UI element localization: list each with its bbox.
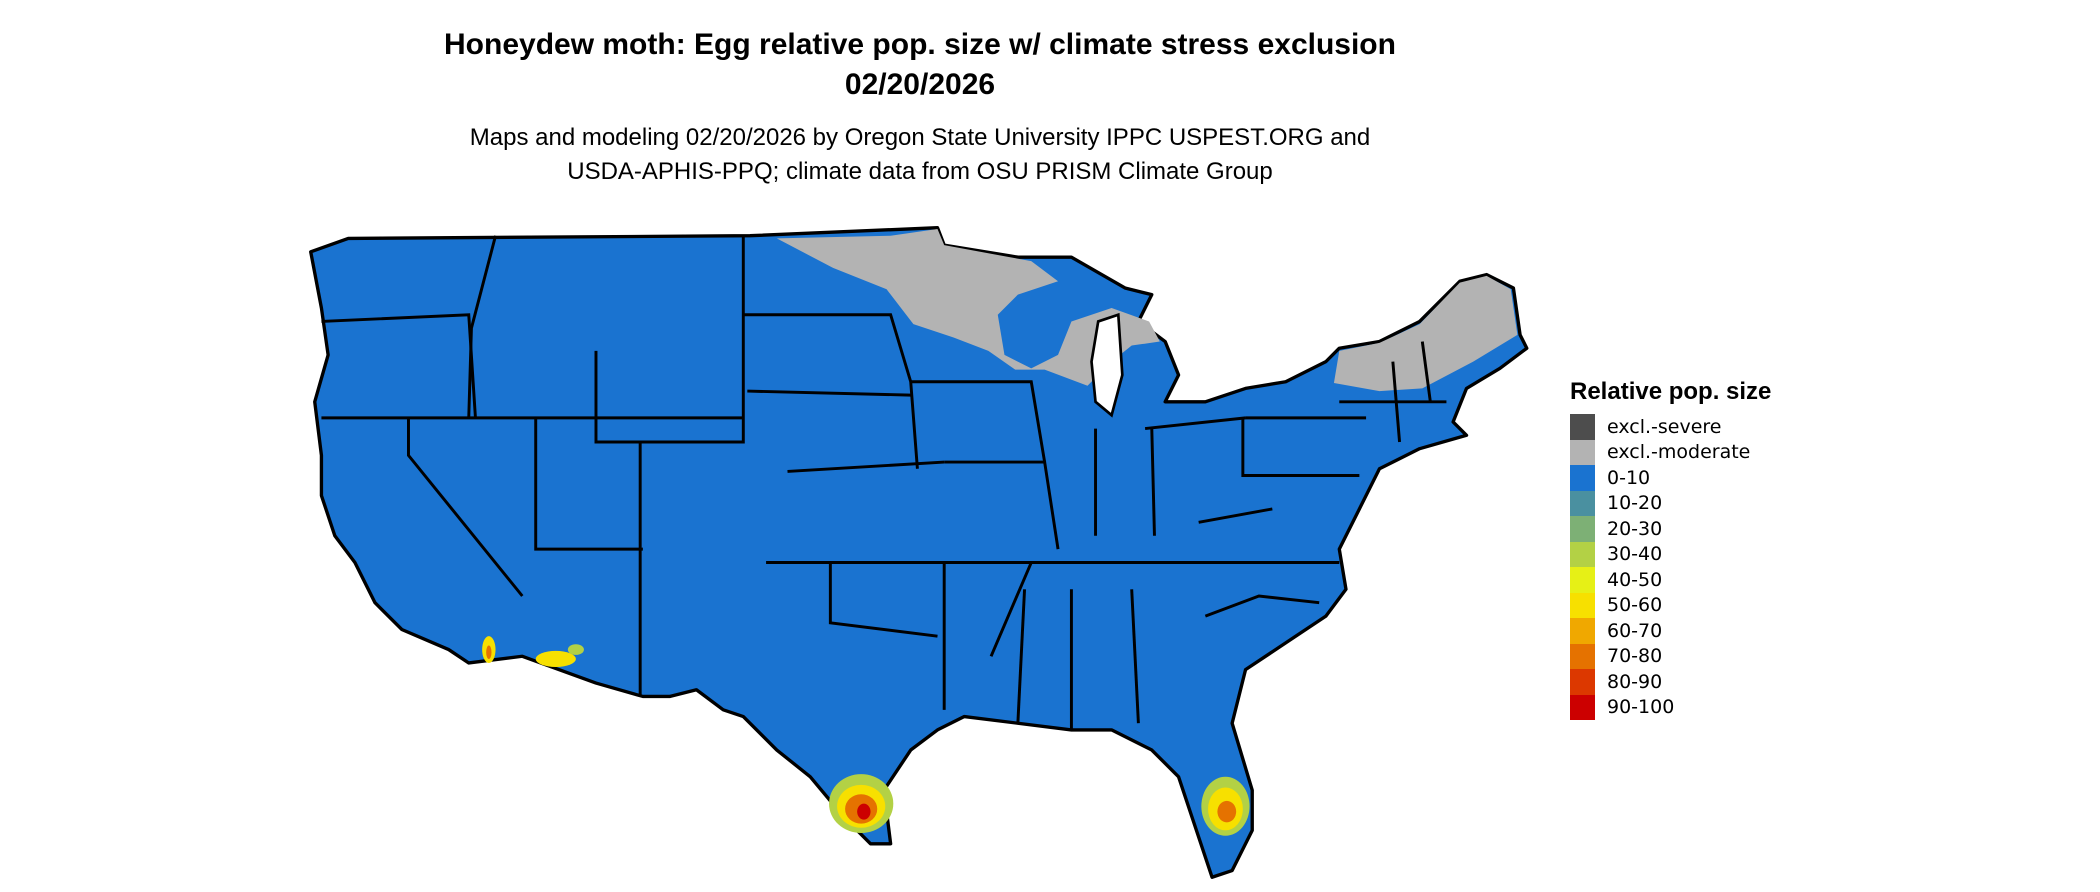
subtitle-line-1: Maps and modeling 02/20/2026 by Oregon S… [469, 124, 1371, 151]
legend-label: 40-50 [1607, 568, 1663, 591]
legend-item: 20-30 [1570, 516, 1771, 542]
excluded-upper-midwest [776, 229, 1160, 386]
legend-label: 80-90 [1607, 670, 1663, 693]
legend-item: 50-60 [1570, 592, 1771, 618]
legend-item: 10-20 [1570, 490, 1771, 516]
legend-swatch [1570, 618, 1595, 644]
legend-item: 0-10 [1570, 465, 1771, 491]
legend-swatch [1570, 541, 1595, 567]
legend-item: 90-100 [1570, 694, 1771, 720]
legend-label: excl.-moderate [1607, 441, 1751, 464]
legend: Relative pop. size excl.-severe excl.-mod… [1570, 378, 1771, 720]
legend-item: 60-70 [1570, 618, 1771, 644]
legend-item: excl.-severe [1570, 414, 1771, 440]
legend-label: 60-70 [1607, 619, 1663, 642]
legend-swatch [1570, 694, 1595, 720]
excluded-new-england [1333, 275, 1518, 392]
legend-swatch [1570, 516, 1595, 542]
legend-swatch [1570, 643, 1595, 669]
legend-item: 70-80 [1570, 643, 1771, 669]
lake-michigan [1090, 312, 1124, 418]
legend-label: 90-100 [1607, 696, 1675, 719]
hotspot-florida [1201, 776, 1250, 836]
legend-item: 80-90 [1570, 669, 1771, 695]
legend-label: 30-40 [1607, 543, 1663, 566]
map-title: Honeydew moth: Egg relative pop. size w/… [444, 28, 1396, 61]
legend-label: 50-60 [1607, 594, 1663, 617]
legend-title: Relative pop. size [1570, 378, 1772, 405]
legend-label: 0-10 [1607, 466, 1651, 489]
legend-swatch [1570, 439, 1595, 465]
map-date: 02/20/2026 [844, 68, 996, 101]
legend-label: excl.-severe [1607, 415, 1722, 438]
legend-swatch [1570, 465, 1595, 491]
legend-label: 10-20 [1607, 492, 1663, 515]
legend-item: excl.-moderate [1570, 439, 1771, 465]
legend-swatch [1570, 669, 1595, 695]
hotspot-southwest [482, 636, 584, 667]
legend-swatch [1570, 567, 1595, 593]
legend-swatch [1570, 592, 1595, 618]
legend-label: 70-80 [1607, 645, 1663, 668]
us-outline [309, 226, 1529, 879]
legend-swatch [1570, 414, 1595, 440]
legend-label: 20-30 [1607, 517, 1663, 540]
subtitle-line-2: USDA-APHIS-PPQ; climate data from OSU PR… [567, 158, 1273, 185]
legend-item: 30-40 [1570, 541, 1771, 567]
state-borders [321, 235, 1447, 730]
legend-item: 40-50 [1570, 567, 1771, 593]
hotspot-texas [829, 774, 894, 834]
legend-swatch [1570, 490, 1595, 516]
